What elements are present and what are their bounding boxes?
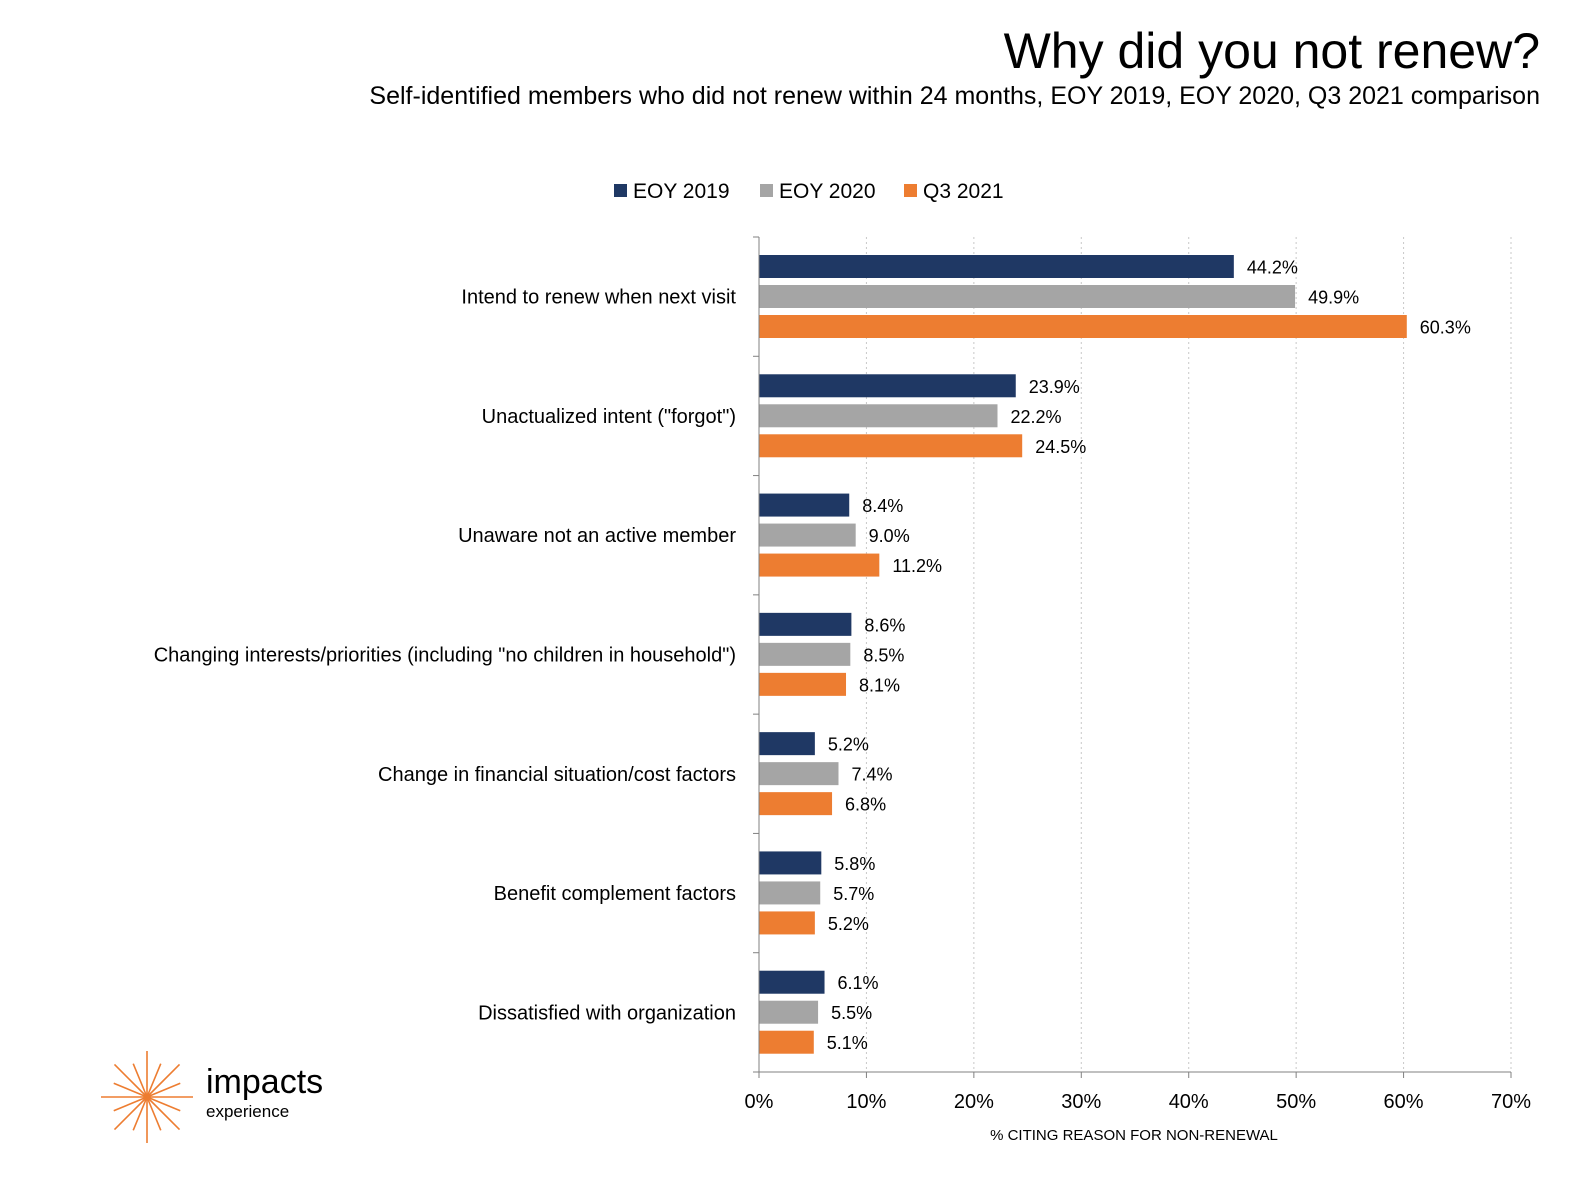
starburst-ray — [113, 1096, 148, 1131]
legend-item-q3-2021: Q3 2021 — [904, 178, 1004, 206]
data-label: 60.3% — [1420, 318, 1471, 338]
data-label: 5.2% — [828, 735, 869, 755]
x-axis-title: % CITING REASON FOR NON-RENEWAL — [990, 1127, 1278, 1144]
x-tick-label: 0% — [745, 1091, 774, 1113]
bar — [759, 642, 851, 666]
starburst-ray — [132, 1063, 148, 1098]
bar — [759, 523, 856, 547]
starburst-ray — [113, 1082, 148, 1098]
chart-subtitle: Self-identified members who did not rene… — [369, 82, 1540, 110]
starburst-ray — [146, 1096, 181, 1112]
bar — [759, 762, 839, 786]
legend: EOY 2019 EOY 2020 Q3 2021 — [0, 178, 1586, 206]
bar — [759, 881, 821, 905]
legend-swatch-eoy-2020 — [760, 184, 773, 197]
legend-label-eoy-2019: EOY 2019 — [633, 180, 730, 203]
bar — [759, 553, 880, 577]
bar — [759, 612, 852, 636]
legend-item-eoy-2019: EOY 2019 — [614, 178, 730, 206]
data-label: 5.7% — [833, 884, 874, 904]
x-tick-label: 50% — [1276, 1091, 1316, 1113]
bar — [759, 1030, 814, 1054]
bar — [759, 911, 815, 935]
data-label: 44.2% — [1247, 258, 1298, 278]
bar — [759, 434, 1023, 458]
starburst-ray — [146, 1063, 181, 1098]
x-tick-label: 20% — [954, 1091, 994, 1113]
bar — [759, 374, 1016, 398]
bar — [759, 672, 847, 696]
starburst-ray — [146, 1096, 181, 1131]
starburst-ray — [146, 1096, 162, 1131]
data-label: 5.1% — [827, 1033, 868, 1053]
category-label: Intend to renew when next visit — [461, 287, 736, 309]
bar — [759, 732, 815, 756]
data-label: 6.8% — [845, 795, 886, 815]
x-tick-label: 70% — [1491, 1091, 1531, 1113]
x-tick-label: 40% — [1169, 1091, 1209, 1113]
category-label: Benefit complement factors — [494, 883, 736, 905]
x-tick-label: 60% — [1384, 1091, 1424, 1113]
legend-item-eoy-2020: EOY 2020 — [760, 178, 876, 206]
legend-swatch-eoy-2019 — [614, 184, 627, 197]
bar — [759, 1000, 819, 1024]
data-label: 49.9% — [1308, 288, 1359, 308]
data-label: 24.5% — [1035, 437, 1086, 457]
starburst-ray — [132, 1096, 148, 1131]
data-label: 5.2% — [828, 914, 869, 934]
data-label: 5.5% — [831, 1003, 872, 1023]
bar — [759, 851, 822, 875]
bar — [759, 493, 850, 517]
data-label: 22.2% — [1010, 407, 1061, 427]
category-label: Changing interests/priorities (including… — [154, 645, 736, 667]
starburst-ray — [113, 1063, 148, 1098]
data-label: 8.1% — [859, 675, 900, 695]
legend-swatch-q3-2021 — [904, 184, 917, 197]
starburst-ray — [146, 1082, 181, 1098]
starburst-icon — [101, 1051, 193, 1143]
data-label: 8.5% — [863, 645, 904, 665]
legend-label-eoy-2020: EOY 2020 — [779, 180, 876, 203]
data-label: 5.8% — [834, 854, 875, 874]
data-label: 9.0% — [869, 526, 910, 546]
starburst-ray — [146, 1063, 162, 1098]
data-label: 6.1% — [838, 973, 879, 993]
legend-label-q3-2021: Q3 2021 — [923, 180, 1004, 203]
category-label: Dissatisfied with organization — [478, 1002, 736, 1024]
bar — [759, 970, 825, 994]
impacts-logo: impacts experience — [100, 1050, 360, 1150]
bar — [759, 404, 998, 428]
data-label: 11.2% — [892, 556, 942, 576]
category-label: Unaware not an active member — [458, 525, 736, 547]
starburst-ray — [113, 1096, 148, 1112]
category-label: Unactualized intent ("forgot") — [482, 406, 736, 428]
data-label: 8.4% — [862, 496, 903, 516]
data-label: 7.4% — [851, 765, 892, 785]
logo-wordmark: impacts — [206, 1063, 324, 1101]
data-label: 23.9% — [1029, 377, 1080, 397]
category-label: Change in financial situation/cost facto… — [378, 764, 736, 786]
bar — [759, 285, 1296, 308]
chart-title: Why did you not renew? — [1003, 23, 1540, 79]
bar — [759, 315, 1407, 338]
bar — [759, 255, 1234, 278]
logo-subtitle: experience — [206, 1102, 290, 1121]
x-tick-label: 10% — [846, 1091, 886, 1113]
x-tick-label: 30% — [1061, 1091, 1101, 1113]
bar — [759, 792, 833, 816]
data-label: 8.6% — [864, 615, 905, 635]
